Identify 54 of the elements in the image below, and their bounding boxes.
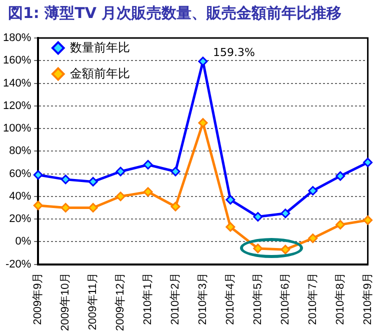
x-tick-label: 2009年11月	[87, 272, 100, 330]
x-tick-label: 2009年10月	[60, 272, 72, 332]
y-tick-label: 180%	[2, 32, 32, 44]
x-tick-label: 2010年7月	[306, 272, 319, 325]
x-tick-label: 2010年3月	[197, 272, 209, 325]
point	[143, 187, 153, 197]
point	[308, 234, 318, 244]
point	[198, 56, 208, 66]
annotation: 159.3%	[212, 46, 255, 59]
point	[60, 174, 70, 184]
point	[88, 202, 98, 212]
y-tick-label: 160%	[2, 54, 32, 67]
x-tick-label: 2010年6月	[279, 272, 292, 325]
point	[308, 186, 318, 196]
point	[253, 244, 263, 254]
x-tick-label: 2010年5月	[252, 272, 264, 325]
point	[363, 158, 373, 168]
x-tick-label: 2009年12月	[114, 272, 127, 332]
y-tick-label: 80%	[9, 145, 32, 158]
x-tick-label: 2010年1月	[142, 272, 154, 325]
point	[170, 202, 180, 212]
chart-title: 図1: 薄型TV 月次販売数量、販売金額前年比推移	[8, 4, 342, 23]
point	[226, 195, 236, 205]
point	[226, 222, 236, 232]
legend-label: 数量前年比	[70, 40, 130, 54]
y-tick-label: 20%	[9, 213, 32, 226]
x-tick-label: 2009年9月	[32, 272, 44, 325]
y-tick-label: 120%	[2, 100, 32, 112]
point	[280, 244, 290, 254]
point	[60, 202, 70, 212]
point	[336, 220, 346, 230]
y-tick-label: -20%	[5, 258, 32, 270]
point	[33, 170, 43, 180]
y-tick-label: 60%	[9, 168, 32, 180]
legend-label: 金額前年比	[70, 66, 130, 80]
x-tick-label: 2010年8月	[334, 272, 346, 325]
y-tick-label: 40%	[9, 190, 32, 202]
point	[116, 166, 126, 176]
point	[253, 212, 263, 222]
point	[88, 176, 98, 186]
y-tick-label: 0%	[15, 236, 32, 248]
x-tick-label: 2010年9月	[362, 272, 374, 325]
point	[116, 192, 126, 202]
y-tick-label: 140%	[2, 77, 32, 90]
point	[280, 208, 290, 218]
y-tick-label: 100%	[2, 122, 32, 135]
point	[170, 166, 180, 176]
x-tick-label: 2010年2月	[170, 272, 182, 325]
point	[143, 160, 153, 170]
point	[363, 215, 373, 225]
point	[198, 118, 208, 128]
point	[336, 171, 346, 181]
point	[33, 200, 43, 210]
x-tick-label: 2010年4月	[224, 272, 236, 325]
